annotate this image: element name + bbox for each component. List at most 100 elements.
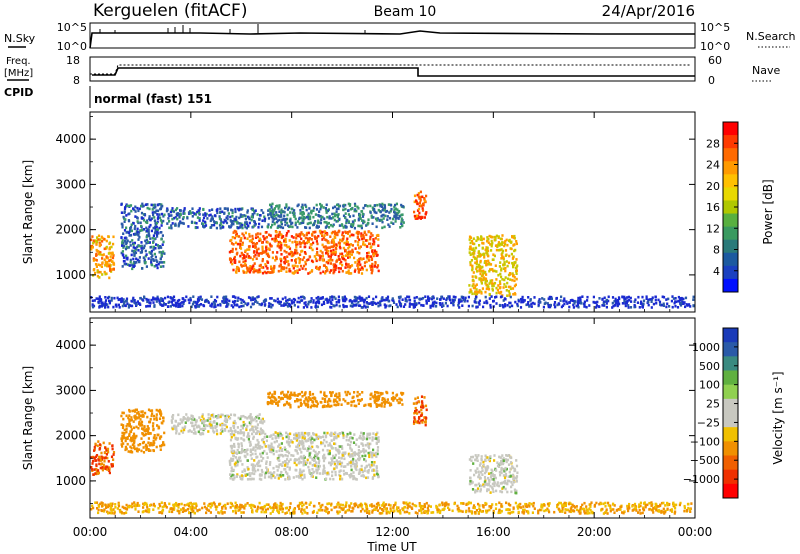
power-region-7-cell xyxy=(595,304,598,307)
velocity-region-0-cell xyxy=(98,443,102,446)
power-region-7-cell xyxy=(588,304,591,307)
power-region-4-cell xyxy=(326,215,329,219)
velocity-region-0-cell xyxy=(112,453,115,456)
velocity-region-0-cell xyxy=(92,473,95,476)
power-region-4-cell xyxy=(388,211,391,214)
velocity-region-3-cell xyxy=(249,474,252,477)
velocity-region-3-cell xyxy=(365,437,369,441)
power-region-7-cell xyxy=(368,302,371,305)
velocity-region-3-cell xyxy=(373,437,376,440)
power-region-3-cell xyxy=(276,251,279,254)
velocity-region-3-cell xyxy=(233,462,236,466)
power-region-4-cell xyxy=(353,219,356,222)
velocity-region-3-cell xyxy=(316,445,320,449)
power-region-7-cell xyxy=(158,299,161,302)
power-region-4-cell xyxy=(280,212,283,216)
power-region-3-cell xyxy=(371,269,374,273)
velocity-region-3-cell xyxy=(352,441,356,444)
power-region-4-cell xyxy=(273,215,276,218)
velocity-region-1-cell xyxy=(155,413,158,416)
power-region-3-cell xyxy=(321,234,324,238)
power-region-4-cell xyxy=(271,202,274,206)
power-region-3-cell xyxy=(291,254,295,257)
power-region-3-cell xyxy=(253,262,256,265)
power-region-7-cell xyxy=(118,298,121,301)
power-region-6-cell xyxy=(486,240,489,243)
power-region-7-cell xyxy=(516,304,519,308)
power-region-3-cell xyxy=(370,271,373,275)
power-region-3-cell xyxy=(242,271,245,274)
power-region-1-cell xyxy=(139,221,142,225)
velocity-region-3-cell xyxy=(295,445,298,449)
power-region-1-cell xyxy=(122,232,125,235)
power-region-4-cell xyxy=(377,208,380,212)
power-region-3-cell xyxy=(341,231,344,234)
power-region-2-cell xyxy=(178,216,181,219)
power-region-7-cell xyxy=(521,300,524,304)
velocity-region-4-cell xyxy=(395,393,399,397)
power-region-7-cell xyxy=(452,303,455,307)
power-region-7-cell xyxy=(583,302,586,306)
power-region-3-cell xyxy=(236,251,239,255)
power-region-4-cell xyxy=(359,213,362,217)
velocity-region-3-cell xyxy=(290,454,293,457)
power-region-7-cell xyxy=(627,295,630,299)
power-region-4-cell xyxy=(363,220,366,224)
velocity-region-2-cell xyxy=(177,413,180,417)
power-region-2-cell xyxy=(189,210,192,213)
velocity-region-4-cell xyxy=(303,400,306,403)
power-region-3-cell xyxy=(301,249,304,253)
power-region-2-cell xyxy=(224,207,227,210)
power-region-7-cell xyxy=(135,303,138,306)
nave-line xyxy=(90,64,690,75)
power-region-3-cell xyxy=(298,261,301,265)
power-region-3-cell xyxy=(291,240,294,244)
power-region-4-cell xyxy=(351,220,354,223)
power-region-7-cell xyxy=(365,296,368,300)
power-region-6-cell xyxy=(480,278,483,282)
power-region-0-cell xyxy=(94,271,97,275)
power-region-7-cell xyxy=(634,298,637,301)
velocity-region-4-cell xyxy=(392,395,395,399)
power-region-7-cell xyxy=(384,305,387,308)
power-region-3-cell xyxy=(285,251,288,254)
power-region-6-cell xyxy=(468,291,471,294)
velocity-region-0-cell xyxy=(101,467,104,470)
velocity-region-3-cell xyxy=(301,470,304,474)
power-region-4-cell xyxy=(272,217,275,221)
power-region-3-cell xyxy=(298,260,301,263)
power-region-7-cell xyxy=(139,303,142,306)
power-marks xyxy=(90,190,695,309)
velocity-region-5-cell xyxy=(423,396,426,399)
power-region-7-cell xyxy=(317,300,321,304)
power-region-3-cell xyxy=(242,254,246,257)
velocity-region-3-cell xyxy=(274,431,277,434)
power-region-3-cell xyxy=(326,246,329,250)
velocity-region-3-cell xyxy=(371,476,375,479)
power-region-3-cell xyxy=(294,259,297,262)
power-region-2-cell xyxy=(230,224,233,227)
velocity-region-3-cell xyxy=(333,460,336,464)
power-region-6-cell xyxy=(475,292,479,296)
power-region-3-cell xyxy=(324,231,327,235)
velocity-region-3-cell xyxy=(347,452,350,456)
velocity-region-3-cell xyxy=(257,464,260,468)
power-region-6-cell xyxy=(499,261,502,264)
power-region-1-cell xyxy=(159,257,162,261)
velocity-region-3-cell xyxy=(355,468,358,472)
velocity-region-3-cell xyxy=(285,461,288,465)
power-region-3-cell xyxy=(271,237,274,241)
velocity-region-3-cell xyxy=(363,437,366,440)
velocity-region-3-cell xyxy=(246,478,250,481)
power-region-4-cell xyxy=(283,214,286,218)
power-region-6-cell xyxy=(478,278,481,281)
velocity-region-2-cell xyxy=(199,433,202,436)
power-region-1-cell xyxy=(149,223,152,227)
power-region-6-cell xyxy=(489,243,492,246)
power-region-4-cell xyxy=(347,202,350,206)
power-region-7-cell xyxy=(411,303,414,306)
power-region-4-cell xyxy=(307,217,310,221)
power-region-6-cell xyxy=(469,236,472,239)
power-region-7-cell xyxy=(162,304,165,307)
velocity-region-3-cell xyxy=(360,468,363,471)
